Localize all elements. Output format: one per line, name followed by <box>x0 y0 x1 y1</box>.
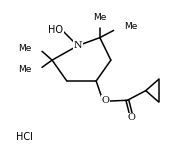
Text: N: N <box>74 41 82 50</box>
Text: Me: Me <box>18 65 32 74</box>
Text: Me: Me <box>93 13 107 22</box>
Text: O: O <box>101 96 109 105</box>
Text: Me: Me <box>18 44 32 53</box>
Text: HO: HO <box>48 25 63 35</box>
Text: O: O <box>127 113 135 122</box>
Text: Me: Me <box>124 22 137 31</box>
Text: HCl: HCl <box>16 132 33 142</box>
